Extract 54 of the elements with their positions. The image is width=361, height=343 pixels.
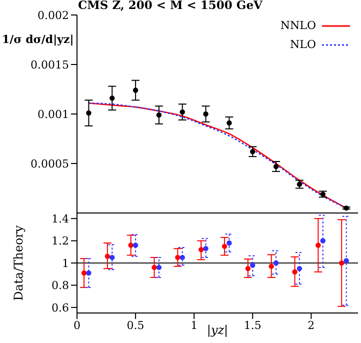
point	[152, 264, 157, 270]
point	[104, 254, 110, 259]
point	[128, 242, 134, 248]
point	[132, 88, 138, 93]
point	[226, 120, 232, 126]
x-tick-label: 1.5	[244, 318, 262, 332]
legend-label: NNLO	[280, 19, 316, 32]
point	[316, 242, 321, 248]
point	[338, 260, 344, 266]
point	[222, 244, 228, 249]
point	[156, 264, 162, 270]
point	[245, 266, 251, 272]
point	[320, 238, 326, 244]
x-axis-title: |yz|	[206, 323, 228, 337]
x-tick-label: 0.5	[126, 318, 144, 332]
y-tick-label: 0.6	[52, 301, 69, 314]
x-tick-label: 0	[74, 318, 80, 332]
x-tick-label: 1	[190, 318, 198, 332]
point	[273, 164, 279, 170]
point	[110, 96, 115, 101]
point	[86, 110, 92, 116]
point	[268, 264, 274, 269]
y-axis-title: 1/σ dσ/d|yz|	[2, 33, 74, 46]
point	[198, 247, 204, 252]
y-tick-label: 1.4	[52, 212, 69, 226]
point	[180, 109, 185, 115]
x-tick-label: 2	[308, 318, 315, 332]
point	[132, 242, 138, 248]
point	[226, 240, 232, 246]
chart-title: CMS Z, 200 < M < 1500 GeV	[78, 0, 262, 12]
point	[203, 246, 208, 252]
point	[292, 269, 298, 274]
point	[250, 262, 256, 268]
point	[250, 149, 256, 154]
y-tick-label: 0.0015	[30, 58, 69, 72]
point	[110, 254, 115, 260]
point	[296, 182, 302, 187]
legend-label: NLO	[290, 38, 316, 51]
y-tick-label: 1	[62, 256, 69, 270]
point	[344, 258, 349, 264]
point	[86, 270, 92, 276]
point	[296, 266, 302, 272]
point	[273, 260, 279, 266]
point	[203, 111, 208, 117]
point	[175, 254, 180, 260]
point	[156, 112, 162, 118]
y-tick-label: 0.001	[38, 108, 69, 121]
y-tick-label: 0.8	[52, 279, 69, 292]
point	[81, 270, 87, 276]
y-tick-label: 0.002	[38, 8, 69, 22]
y-tick-label: 1.2	[52, 234, 69, 248]
y-tick-label: 0.0005	[30, 157, 69, 170]
y-axis-title: Data/Theory	[11, 225, 26, 301]
point	[180, 254, 185, 260]
